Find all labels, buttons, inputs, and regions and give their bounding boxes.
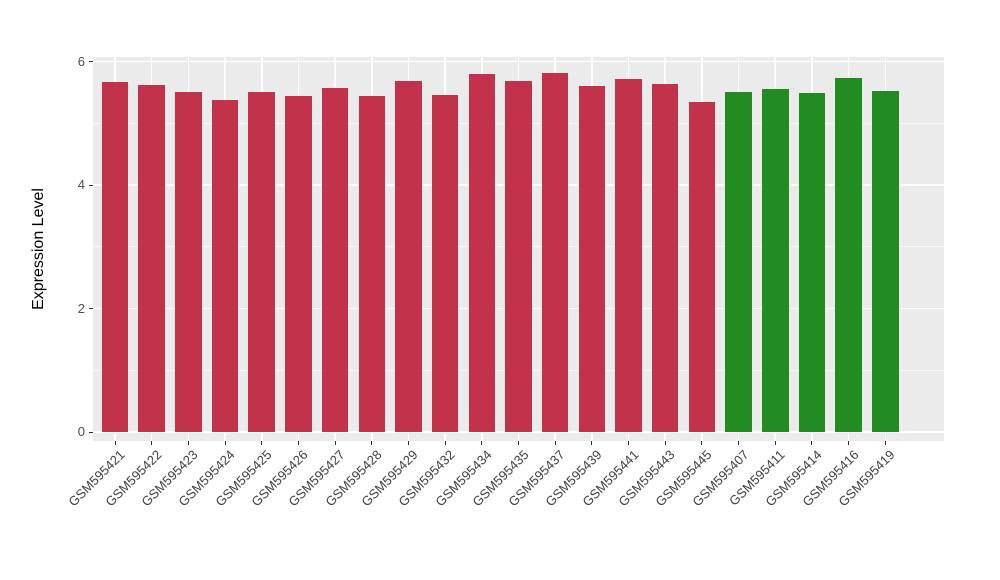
x-tick-mark bbox=[701, 441, 703, 445]
y-tick-mark bbox=[88, 431, 93, 433]
y-tick-label: 4 bbox=[77, 177, 85, 192]
x-tick-mark bbox=[884, 441, 886, 445]
bar bbox=[798, 92, 826, 432]
y-axis-title: Expression Level bbox=[30, 188, 47, 310]
x-tick-mark bbox=[407, 441, 409, 445]
x-tick-mark bbox=[187, 441, 189, 445]
x-tick-mark bbox=[774, 441, 776, 445]
bar bbox=[578, 86, 606, 432]
y-tick-mark bbox=[88, 308, 93, 309]
x-tick-mark bbox=[664, 441, 666, 445]
bar bbox=[688, 102, 716, 432]
x-tick-mark bbox=[297, 441, 299, 445]
bar bbox=[285, 96, 312, 432]
x-tick-mark bbox=[371, 441, 373, 445]
bar bbox=[615, 78, 642, 432]
y-tick-label: 2 bbox=[77, 300, 85, 316]
x-tick-mark bbox=[224, 441, 226, 445]
bar bbox=[541, 73, 569, 432]
bar bbox=[138, 84, 165, 432]
bar bbox=[651, 84, 679, 432]
x-tick-mark bbox=[738, 441, 740, 445]
bar bbox=[101, 82, 129, 432]
x-tick-mark bbox=[591, 441, 593, 445]
y-tick-label: 6 bbox=[77, 53, 85, 69]
bar bbox=[211, 99, 239, 432]
y-tick-label: 0 bbox=[77, 424, 85, 439]
x-tick-mark bbox=[114, 441, 116, 445]
bar bbox=[395, 80, 422, 432]
y-tick-mark bbox=[88, 61, 93, 62]
x-tick-mark bbox=[334, 441, 336, 445]
x-tick-mark bbox=[151, 441, 153, 445]
bar bbox=[762, 89, 789, 432]
x-tick-mark bbox=[518, 441, 519, 445]
x-tick-mark bbox=[481, 441, 483, 445]
x-tick-mark bbox=[444, 441, 446, 445]
bar bbox=[431, 94, 459, 432]
bar bbox=[468, 74, 496, 432]
bar bbox=[358, 96, 386, 432]
x-tick-mark bbox=[554, 441, 556, 445]
bar bbox=[175, 92, 202, 432]
bar bbox=[505, 81, 532, 432]
x-tick-mark bbox=[811, 441, 813, 445]
x-tick-mark bbox=[628, 441, 630, 445]
x-tick-mark bbox=[848, 441, 850, 445]
bar bbox=[321, 88, 349, 432]
x-tick-mark bbox=[261, 441, 263, 445]
bar bbox=[835, 77, 862, 432]
bar bbox=[872, 90, 899, 432]
bar bbox=[725, 92, 752, 432]
bar bbox=[248, 91, 275, 432]
y-tick-mark bbox=[88, 184, 93, 186]
